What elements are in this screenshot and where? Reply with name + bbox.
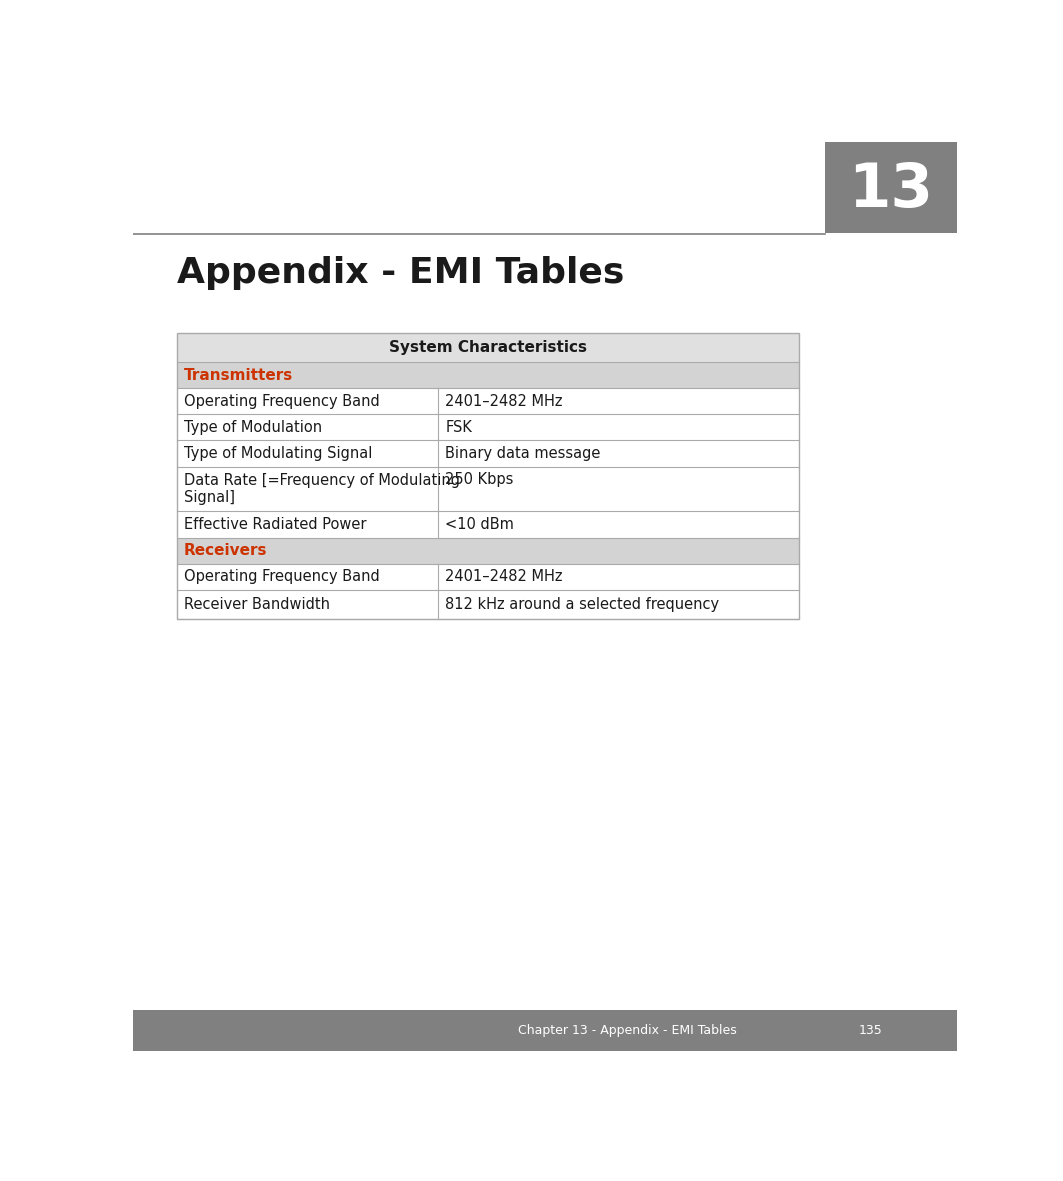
Text: System Characteristics: System Characteristics (389, 340, 587, 354)
Text: Operating Frequency Band: Operating Frequency Band (184, 393, 379, 409)
Text: Receiver Bandwidth: Receiver Bandwidth (184, 596, 330, 612)
Text: Operating Frequency Band: Operating Frequency Band (184, 569, 379, 585)
Bar (178, 511, 799, 537)
Text: Receivers: Receivers (184, 543, 268, 559)
Text: Effective Radiated Power: Effective Radiated Power (184, 517, 367, 531)
Bar (178, 466, 799, 511)
Text: 2401–2482 MHz: 2401–2482 MHz (445, 393, 563, 409)
Bar (178, 537, 799, 563)
Bar (178, 589, 799, 619)
Text: 250 Kbps: 250 Kbps (445, 471, 513, 487)
Text: 135: 135 (858, 1024, 882, 1037)
Text: Appendix - EMI Tables: Appendix - EMI Tables (178, 255, 624, 289)
Text: <10 dBm: <10 dBm (445, 517, 514, 531)
Bar (178, 415, 799, 441)
Bar (178, 333, 799, 361)
Bar (178, 389, 799, 415)
Bar (178, 361, 799, 389)
Text: Binary data message: Binary data message (445, 446, 601, 461)
Bar (133, 1010, 957, 1051)
Text: Data Rate [=Frequency of Modulating
Signal]: Data Rate [=Frequency of Modulating Sign… (184, 472, 460, 505)
Bar (178, 441, 799, 466)
Text: Transmitters: Transmitters (184, 367, 293, 383)
Text: Chapter 13 - Appendix - EMI Tables: Chapter 13 - Appendix - EMI Tables (518, 1024, 737, 1037)
Text: 812 kHz around a selected frequency: 812 kHz around a selected frequency (445, 596, 720, 612)
Text: Type of Modulation: Type of Modulation (184, 420, 322, 435)
Bar (178, 563, 799, 589)
Bar (178, 333, 799, 619)
Text: 13: 13 (848, 161, 933, 220)
Text: Type of Modulating Signal: Type of Modulating Signal (184, 446, 372, 461)
Bar (825, 142, 957, 233)
Text: 2401–2482 MHz: 2401–2482 MHz (445, 569, 563, 585)
Text: FSK: FSK (445, 420, 472, 435)
